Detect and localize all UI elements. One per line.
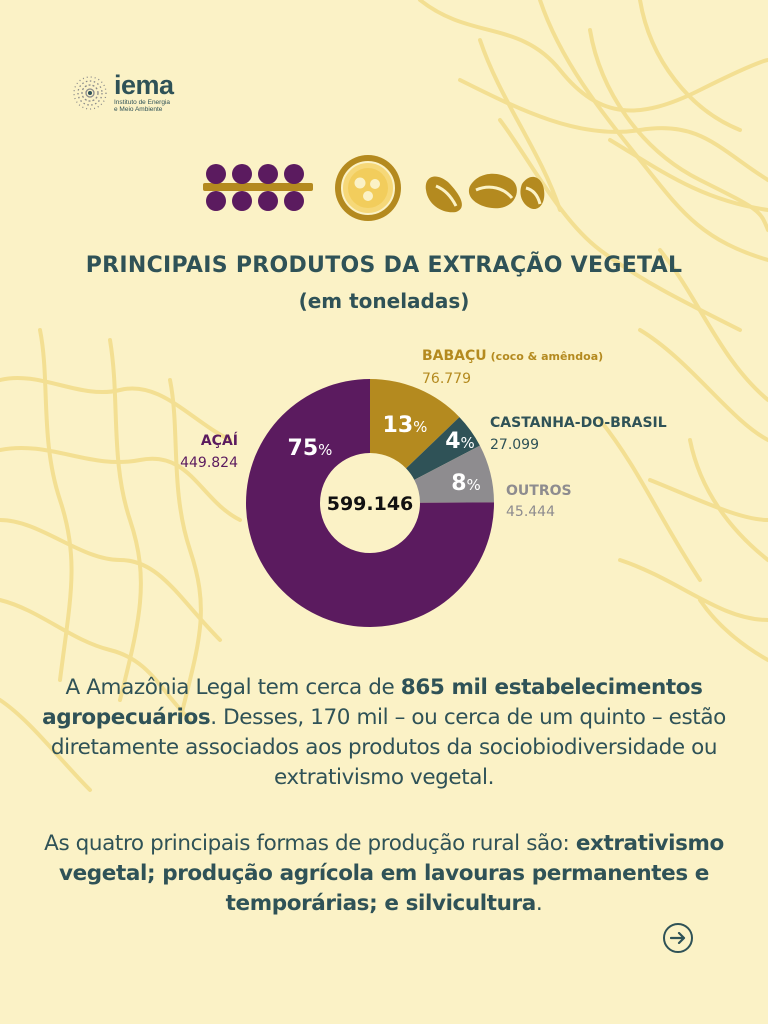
logo-subtitle: Instituto de Energia e Meio Ambiente bbox=[114, 99, 171, 114]
slice-outros bbox=[414, 445, 494, 503]
p1-text-a: A Amazônia Legal tem cerca de bbox=[65, 675, 401, 700]
category-label: CASTANHA-DO-BRASIL bbox=[490, 415, 667, 431]
p2-text-bold: extrativismo vegetal; produção agrícola … bbox=[59, 831, 724, 916]
iema-logo-icon bbox=[73, 75, 107, 110]
slice-aa bbox=[246, 379, 494, 627]
percent-label: 8% bbox=[451, 471, 481, 496]
value-label: 449.824 bbox=[180, 455, 238, 471]
p1-text-c: . Desses, 170 mil – ou cerca de um quint… bbox=[50, 705, 726, 790]
product-icons bbox=[203, 155, 545, 221]
paragraph-establishments: A Amazônia Legal tem cerca de 865 mil es… bbox=[40, 673, 728, 793]
total-label: 599.146 bbox=[327, 493, 414, 515]
p2-text-a: As quatro principais formas de produção … bbox=[44, 831, 576, 856]
category-label: AÇAÍ bbox=[201, 432, 238, 449]
value-label: 27.099 bbox=[490, 437, 539, 453]
p1-text-bold: 865 mil estabelecimentos agropecuários bbox=[42, 675, 703, 730]
category-label: OUTROS bbox=[506, 483, 572, 499]
slice-castanhadobrasil bbox=[406, 417, 480, 480]
value-label: 76.779 bbox=[422, 371, 471, 387]
logo-name: iema bbox=[114, 70, 174, 100]
arrow-right-icon bbox=[670, 932, 686, 944]
percent-label: 4% bbox=[445, 429, 475, 454]
next-button[interactable] bbox=[663, 923, 693, 953]
chart-subtitle: (em toneladas) bbox=[298, 289, 470, 313]
chart-title: PRINCIPAIS PRODUTOS DA EXTRAÇÃO VEGETAL bbox=[85, 253, 683, 278]
p2-text-c: . bbox=[535, 891, 543, 916]
iema-logo[interactable]: iema Instituto de Energia e Meio Ambient… bbox=[70, 72, 174, 113]
acai-icon bbox=[203, 164, 313, 211]
slice-babau bbox=[370, 379, 460, 469]
babacu-icon bbox=[335, 155, 401, 221]
category-label: BABAÇU (coco & amêndoa) bbox=[422, 348, 603, 364]
value-label: 45.444 bbox=[506, 504, 555, 520]
percent-label: 75% bbox=[288, 436, 333, 461]
percent-label: 13% bbox=[383, 413, 428, 438]
donut-chart: 13% BABAÇU (coco & amêndoa) 76.779 4% CASTANH… bbox=[180, 348, 667, 627]
paragraph-production-forms: As quatro principais formas de produção … bbox=[40, 829, 728, 919]
castanha-icon bbox=[425, 173, 545, 213]
